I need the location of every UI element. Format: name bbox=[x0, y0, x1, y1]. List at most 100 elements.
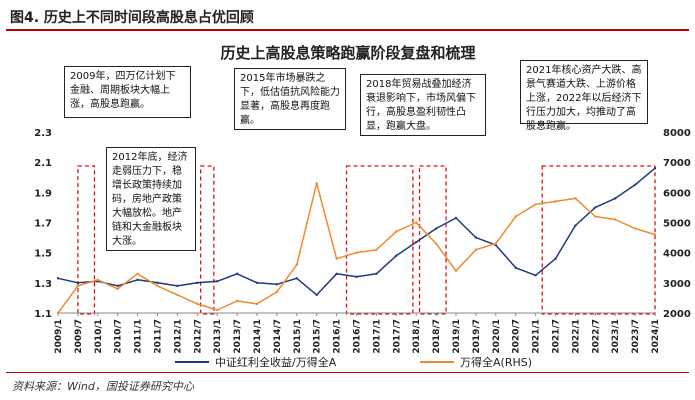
annotation-2021: 2021年核心资产大跌、高景气赛道大跌、上游价格上涨，2022年以后经济下行压力… bbox=[520, 60, 648, 132]
x-tick-label: 2014/1 bbox=[253, 319, 263, 354]
data-point-0 bbox=[514, 266, 517, 269]
data-point-0 bbox=[633, 183, 637, 186]
annotation-2018-text: 2018年贸易战叠加经济衰退影响下，市场风偏下行，高股息盈利韧性凸显，跑赢大盘。 bbox=[366, 79, 476, 132]
left-tick-label: 1.9 bbox=[34, 188, 52, 199]
data-point-1 bbox=[594, 215, 597, 218]
left-tick-label: 2.1 bbox=[34, 158, 52, 169]
x-tick-label: 2022/7 bbox=[591, 319, 601, 354]
x-tick-label: 2017/7 bbox=[392, 319, 402, 354]
highlight-period-0 bbox=[77, 165, 96, 315]
data-point-1 bbox=[136, 272, 139, 275]
data-point-1 bbox=[235, 299, 239, 303]
x-tick-label: 2016/1 bbox=[333, 319, 343, 354]
data-point-0 bbox=[594, 206, 597, 209]
x-tick-label: 2023/1 bbox=[611, 319, 621, 354]
data-point-0 bbox=[196, 281, 199, 285]
data-point-0 bbox=[454, 216, 458, 220]
x-tick-label: 2021/7 bbox=[552, 319, 562, 354]
x-tick-label: 2013/7 bbox=[233, 319, 243, 354]
bottom-rule bbox=[6, 372, 689, 373]
data-point-0 bbox=[474, 236, 478, 239]
right-tick-label: 8000 bbox=[663, 128, 691, 139]
x-tick-label: 2009/1 bbox=[54, 319, 64, 354]
x-tick-label: 2020/7 bbox=[512, 319, 522, 354]
x-tick-label: 2010/1 bbox=[94, 319, 104, 354]
data-point-1 bbox=[156, 284, 159, 288]
data-point-0 bbox=[554, 257, 557, 260]
annotation-2021-text: 2021年核心资产大跌、高景气赛道大跌、上游价格上涨，2022年以后经济下行压力… bbox=[526, 65, 642, 132]
right-tick-label: 7000 bbox=[663, 158, 691, 169]
legend-label-0: 中证红利全收益/万得全A bbox=[215, 355, 337, 369]
data-point-1 bbox=[494, 242, 497, 245]
x-tick-label: 2012/1 bbox=[173, 319, 183, 354]
data-point-0 bbox=[614, 197, 617, 200]
annotation-2009-text: 2009年，四万亿计划下金融、周期板块大幅上涨，高股息跑赢。 bbox=[70, 71, 176, 110]
right-tick-label: 4000 bbox=[663, 249, 691, 260]
annotation-2015-text: 2015年市场暴跌之下，低估值抗风险能力显著，高股息再度跑赢。 bbox=[240, 73, 340, 126]
data-point-1 bbox=[434, 242, 438, 245]
x-tick-label: 2022/1 bbox=[571, 319, 581, 354]
data-point-0 bbox=[574, 224, 577, 227]
data-point-1 bbox=[395, 230, 398, 233]
left-tick-label: 2.3 bbox=[34, 128, 52, 139]
data-point-1 bbox=[116, 287, 119, 291]
data-point-0 bbox=[295, 277, 298, 280]
figure-title-bar: 图4. 历史上不同时间段高股息占优回顾 bbox=[6, 3, 689, 31]
legend-label-1: 万得全A(RHS) bbox=[460, 355, 532, 369]
data-point-0 bbox=[116, 284, 119, 288]
data-point-1 bbox=[554, 200, 557, 203]
right-tick-label: 6000 bbox=[663, 188, 691, 199]
data-point-0 bbox=[255, 281, 259, 285]
data-point-0 bbox=[315, 293, 318, 297]
data-point-1 bbox=[216, 308, 219, 312]
data-point-0 bbox=[375, 272, 378, 275]
data-point-0 bbox=[136, 278, 139, 282]
x-tick-label: 2016/7 bbox=[353, 319, 363, 354]
highlight-period-4 bbox=[541, 165, 656, 315]
data-point-1 bbox=[315, 182, 318, 185]
data-point-0 bbox=[434, 227, 438, 230]
data-point-1 bbox=[514, 215, 517, 218]
data-point-1 bbox=[96, 278, 100, 282]
x-tick-label: 2017/1 bbox=[372, 319, 382, 354]
source-note: 资料来源：Wind，国投证券研究中心 bbox=[12, 380, 194, 393]
data-point-0 bbox=[395, 254, 398, 257]
data-point-1 bbox=[653, 233, 657, 236]
right-tick-label: 3000 bbox=[663, 279, 691, 290]
annotation-2012: 2012年底，经济走弱压力下，稳增长政策持续加码，房地产政策大幅放松。地产链和大… bbox=[106, 147, 196, 251]
data-point-1 bbox=[275, 290, 279, 294]
x-tick-label: 2018/7 bbox=[432, 319, 442, 354]
data-point-0 bbox=[415, 240, 418, 244]
data-point-1 bbox=[255, 302, 259, 306]
annotation-2012-text: 2012年底，经济走弱压力下，稳增长政策持续加码，房地产政策大幅放松。地产链和大… bbox=[112, 152, 188, 247]
highlight-period-1 bbox=[199, 165, 215, 315]
annotation-2009: 2009年，四万亿计划下金融、周期板块大幅上涨，高股息跑赢。 bbox=[64, 66, 191, 118]
data-point-1 bbox=[295, 263, 298, 266]
left-tick-label: 1.1 bbox=[34, 309, 52, 320]
x-tick-label: 2015/7 bbox=[313, 319, 323, 354]
figure-label: 图4. 历史上不同时间段高股息占优回顾 bbox=[10, 10, 254, 26]
data-point-1 bbox=[633, 227, 637, 230]
left-tick-label: 1.3 bbox=[34, 279, 52, 290]
right-tick-label: 2000 bbox=[663, 309, 691, 320]
data-point-0 bbox=[216, 280, 219, 283]
data-point-1 bbox=[355, 251, 358, 254]
left-tick-label: 1.5 bbox=[34, 249, 52, 260]
data-point-0 bbox=[56, 277, 60, 280]
x-tick-label: 2024/1 bbox=[651, 319, 661, 354]
x-tick-label: 2015/1 bbox=[293, 319, 303, 354]
x-tick-label: 2009/7 bbox=[74, 319, 84, 354]
data-point-1 bbox=[176, 293, 179, 297]
data-point-0 bbox=[335, 272, 338, 275]
data-point-1 bbox=[76, 284, 80, 288]
x-tick-label: 2018/1 bbox=[412, 319, 422, 354]
x-tick-label: 2023/7 bbox=[631, 319, 641, 354]
x-tick-label: 2011/1 bbox=[134, 319, 144, 354]
left-tick-label: 1.7 bbox=[34, 219, 52, 230]
data-point-0 bbox=[534, 274, 537, 277]
data-point-0 bbox=[176, 284, 179, 288]
data-point-1 bbox=[375, 248, 378, 251]
x-tick-label: 2013/1 bbox=[213, 319, 223, 354]
data-point-1 bbox=[534, 203, 537, 206]
